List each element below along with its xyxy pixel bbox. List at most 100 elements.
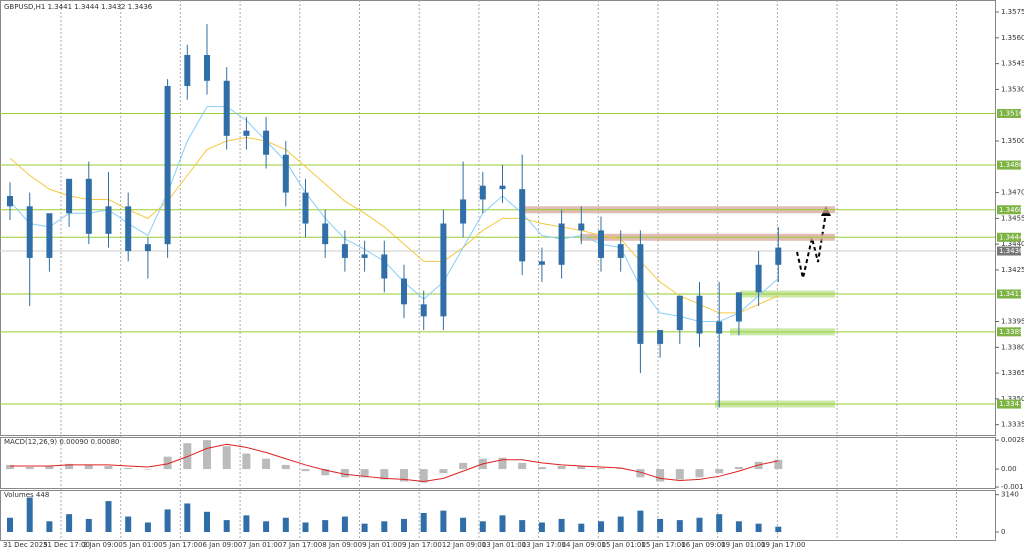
macd-bar xyxy=(400,469,408,482)
level-label: 1.3389 xyxy=(999,328,1024,336)
macd-bar xyxy=(656,469,665,482)
y-tick-label: 1.3380 xyxy=(1001,343,1024,351)
macd-bar xyxy=(321,469,330,476)
candle-body xyxy=(125,206,132,252)
volume-bar xyxy=(282,517,289,532)
macd-bar xyxy=(45,465,54,470)
volume-bar xyxy=(243,515,250,532)
macd-bar xyxy=(675,469,684,480)
volume-bar xyxy=(420,512,427,532)
macd-bar xyxy=(242,453,251,470)
candle-body xyxy=(66,178,73,214)
volume-bar xyxy=(164,509,171,532)
macd-bar xyxy=(518,462,527,470)
level-badge xyxy=(997,160,1021,170)
y-tick-label: 1.3530 xyxy=(1001,85,1024,93)
volume-bar xyxy=(26,497,33,532)
time-label: 9 Jan 01:00 xyxy=(362,541,402,549)
y-tick-label: 1.3440 xyxy=(1001,240,1024,248)
candle-body xyxy=(341,244,348,258)
candle-body xyxy=(164,85,171,245)
candle-body xyxy=(538,261,545,265)
volume-pane xyxy=(0,490,996,541)
y-tick-label: 1.3425 xyxy=(1001,266,1024,274)
y-tick-label: 1.3365 xyxy=(1001,369,1024,377)
macd-bar xyxy=(143,469,152,470)
macd-bar xyxy=(163,456,172,470)
candle-body xyxy=(223,80,230,136)
volume-bar xyxy=(144,522,151,532)
macd-bar xyxy=(459,462,468,470)
y-tick-label: 1.3470 xyxy=(1001,189,1024,197)
time-label: 13 Jan 17:00 xyxy=(522,541,566,549)
volume-bar xyxy=(519,520,526,532)
macd-tick-label: -0.00174 xyxy=(1001,483,1024,491)
time-label: 12 Jan 09:00 xyxy=(442,541,486,549)
candle-body xyxy=(637,244,644,344)
volume-bar xyxy=(538,522,545,532)
macd-bar xyxy=(84,464,93,470)
current-price-badge xyxy=(997,246,1021,256)
volume-tick-label: 0 xyxy=(1001,528,1005,536)
time-label: 5 Jan 17:00 xyxy=(163,541,203,549)
volume-bar xyxy=(184,503,191,532)
macd-signal xyxy=(10,443,779,482)
volume-bar xyxy=(460,517,467,532)
macd-tick-label: 0.00 xyxy=(1001,465,1017,473)
level-label: 1.3347 xyxy=(999,400,1024,408)
volume-bar xyxy=(735,521,742,532)
candle-body xyxy=(420,304,427,317)
macd-bar xyxy=(439,469,448,474)
time-label: 15 Jan 17:00 xyxy=(641,541,685,549)
candle-body xyxy=(716,321,723,334)
macd-bar xyxy=(597,468,605,470)
candle-body xyxy=(184,55,191,86)
y-tick-label: 1.3350 xyxy=(1001,395,1024,403)
volume-bar xyxy=(7,517,13,532)
time-label: 9 Jan 17:00 xyxy=(402,541,442,549)
time-label: 16 Jan 09:00 xyxy=(681,541,725,549)
candle-body xyxy=(322,223,329,245)
volume-bar xyxy=(499,515,506,532)
candle-body xyxy=(282,154,289,193)
volume-bar xyxy=(617,516,624,532)
macd-tick-label: 0.0028 xyxy=(1001,436,1024,444)
volume-bar xyxy=(361,523,368,532)
volume-bar xyxy=(401,518,407,532)
y-tick-label: 1.3560 xyxy=(1001,34,1024,42)
candle-body xyxy=(46,213,53,258)
level-badge xyxy=(997,399,1021,409)
forecast-arrow xyxy=(796,211,827,279)
time-label: 7 Jan 01:00 xyxy=(242,541,282,549)
volume-bar xyxy=(696,517,703,532)
forecast-path xyxy=(796,211,827,279)
volume-bar xyxy=(755,523,762,532)
candle-body xyxy=(361,254,368,258)
macd-bar xyxy=(281,464,290,470)
candle-body xyxy=(243,130,250,136)
level-label: 1.3486 xyxy=(999,161,1024,169)
candle-body xyxy=(676,295,683,331)
y-tick-label: 1.3500 xyxy=(1001,137,1024,145)
candle-body xyxy=(755,264,762,293)
ma-slow xyxy=(9,137,779,314)
macd-bar xyxy=(616,468,625,470)
volume-bar xyxy=(341,516,348,532)
time-label: 7 Jan 17:00 xyxy=(282,541,322,549)
volume-bar xyxy=(657,518,664,532)
y-tick-label: 1.3395 xyxy=(1001,318,1024,326)
macd-bar xyxy=(203,440,211,470)
time-label: 6 Jan 09:00 xyxy=(203,541,243,549)
candle-body xyxy=(460,199,467,224)
candle-body xyxy=(105,206,112,234)
candle-body xyxy=(519,189,526,262)
macd-bar xyxy=(124,468,133,470)
ma-fast xyxy=(9,106,779,323)
volume-bar xyxy=(381,521,388,532)
volume-bar xyxy=(204,511,210,532)
macd-bar xyxy=(25,467,34,470)
candle-body xyxy=(263,130,270,155)
volume-bar xyxy=(322,520,329,532)
macd-bar xyxy=(537,467,546,470)
